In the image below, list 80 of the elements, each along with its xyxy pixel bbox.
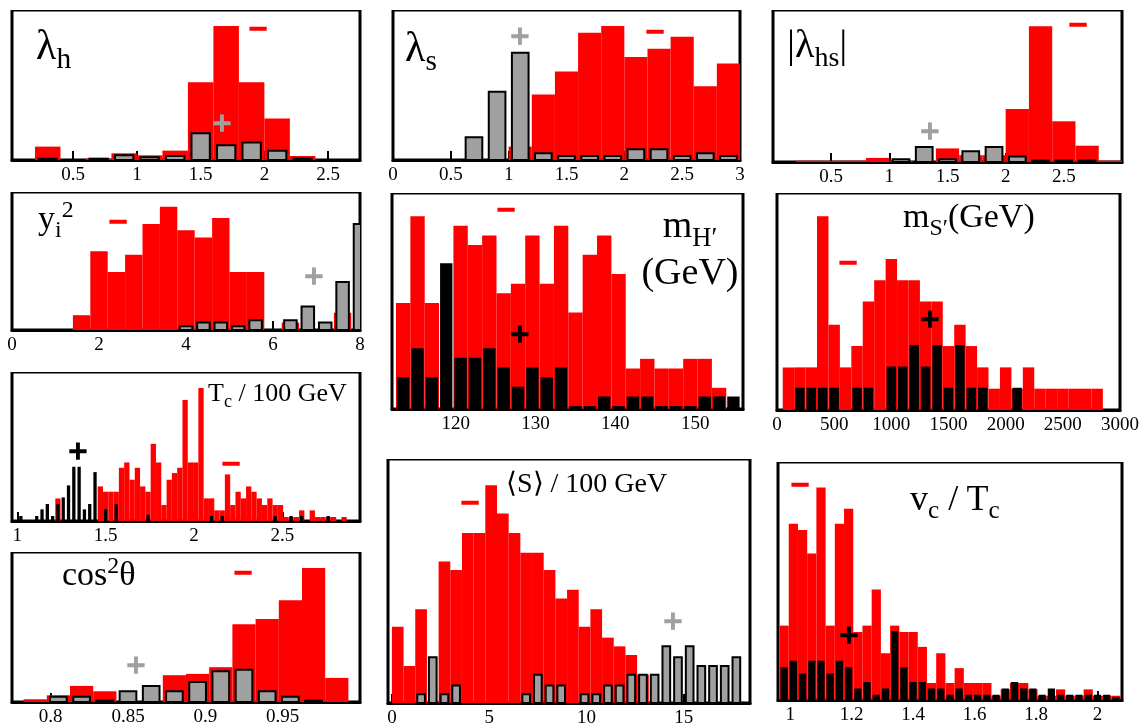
x-tick-label: 1.8 xyxy=(1024,703,1048,724)
series-label: − xyxy=(233,553,253,591)
x-tick-label: 2 xyxy=(189,524,199,545)
x-tick-label: 0 xyxy=(387,706,397,727)
x-tick-label: 130 xyxy=(521,412,550,433)
x-tick-label: 1.4 xyxy=(901,703,926,724)
x-tick-label: 1.2 xyxy=(839,703,864,724)
x-tick-label: 4 xyxy=(181,333,192,354)
x-tick-label: 0.5 xyxy=(438,163,463,184)
x-tick-label: 0.8 xyxy=(38,705,63,726)
x-tick-label: 1.5 xyxy=(188,163,213,184)
x-tick-label: 0 xyxy=(772,413,782,434)
chart-title: m$_{S′}$(GeV) xyxy=(903,197,1035,240)
x-tick-label: 2000 xyxy=(986,413,1025,434)
series-label: + xyxy=(510,314,530,352)
x-tick-label: 8 xyxy=(355,333,365,354)
x-tick-label: 1.5 xyxy=(93,524,118,545)
x-tick-label: 1 xyxy=(884,165,895,186)
x-tick-label: 3 xyxy=(735,163,745,184)
series-label: + xyxy=(920,111,940,149)
x-tick-label: 1500 xyxy=(929,413,968,434)
chart-title: m$_{H′}$ (GeV) xyxy=(640,203,740,292)
x-tick-label: 500 xyxy=(819,413,849,434)
series-label: − xyxy=(790,465,810,503)
x-tick-label: 0.95 xyxy=(266,705,300,726)
x-tick-label: 2.5 xyxy=(270,524,295,545)
x-tick-label: 1.5 xyxy=(935,165,960,186)
x-tick-label: 5 xyxy=(484,706,494,727)
x-tick-label: 2.5 xyxy=(670,163,695,184)
x-tick-label: 2500 xyxy=(1043,413,1082,434)
chart-title: T$_{c}$ / 100 GeV xyxy=(208,378,347,412)
series-label: − xyxy=(645,12,665,50)
x-tick-label: 6 xyxy=(268,333,278,354)
series-label: + xyxy=(663,601,683,639)
series-label: − xyxy=(221,444,241,482)
series-label: − xyxy=(1068,5,1088,43)
x-tick-label: 0.5 xyxy=(61,163,86,184)
series-label: + xyxy=(304,256,324,294)
x-tick-label: 0 xyxy=(7,333,17,354)
x-tick-label: 1.6 xyxy=(962,703,987,724)
x-tick-label: 0.85 xyxy=(111,705,145,726)
chart-title: |λ$_{hs}$| xyxy=(787,21,848,72)
series-label: + xyxy=(839,615,859,653)
series-label: + xyxy=(68,431,88,469)
x-tick-label: 1 xyxy=(503,163,514,184)
series-label: + xyxy=(920,299,940,337)
x-tick-label: 1.5 xyxy=(554,163,579,184)
chart-title: ⟨S⟩ / 100 GeV xyxy=(506,467,668,498)
x-tick-label: 2 xyxy=(619,163,630,184)
x-tick-label: 0 xyxy=(388,163,398,184)
chart-title: v$_{c}$ / T$_{c}$ xyxy=(910,478,1000,524)
x-tick-label: 150 xyxy=(680,412,710,433)
series-label: + xyxy=(212,103,232,141)
x-tick-label: 2.5 xyxy=(1051,165,1076,186)
x-tick-label: 2.5 xyxy=(316,163,341,184)
x-tick-label: 3000 xyxy=(1101,413,1139,434)
x-tick-label: 120 xyxy=(441,412,471,433)
x-tick-label: 140 xyxy=(601,412,630,433)
x-tick-label: 2 xyxy=(259,163,270,184)
x-tick-label: 10 xyxy=(577,706,597,727)
x-tick-label: 15 xyxy=(674,706,694,727)
x-tick-label: 1 xyxy=(785,703,796,724)
series-label: − xyxy=(460,483,480,521)
x-tick-label: 1 xyxy=(132,163,142,184)
series-label: − xyxy=(496,190,516,228)
series-label: + xyxy=(126,645,146,683)
x-tick-label: 0.5 xyxy=(819,165,844,186)
x-tick-label: 2 xyxy=(1000,165,1011,186)
series-label: − xyxy=(838,243,858,281)
x-tick-label: 1 xyxy=(12,524,23,545)
series-label: − xyxy=(248,9,268,47)
x-tick-label: 1000 xyxy=(872,413,911,434)
chart-title: cos$^{2}$θ xyxy=(62,552,136,593)
series-label: − xyxy=(108,202,128,240)
x-tick-label: 2 xyxy=(1092,703,1103,724)
x-tick-label: 0.9 xyxy=(193,705,218,726)
series-label: + xyxy=(510,16,530,54)
x-tick-label: 2 xyxy=(94,333,104,354)
chart-title: λ$_{h}$ xyxy=(36,22,72,75)
chart-title: λ$_{s}$ xyxy=(405,24,437,77)
